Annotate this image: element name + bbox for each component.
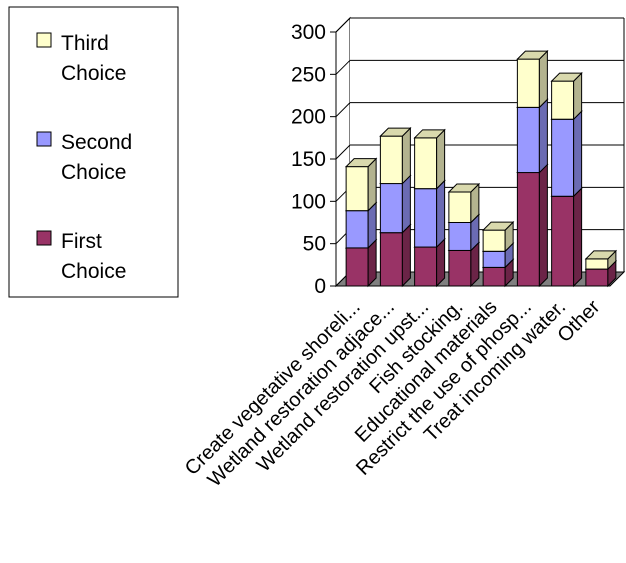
bar-front [586,259,608,269]
bar-side [539,165,547,286]
bar-side [539,51,547,107]
legend-swatch [37,33,51,47]
bar-third-choice [346,159,376,211]
bar-side [437,130,445,189]
legend-label: Third [61,32,109,55]
legend-label: Choice [61,161,126,184]
bar-front [415,247,437,286]
bar-side [402,128,410,183]
legend-label: Choice [61,62,126,85]
bar-front [552,81,574,119]
legend-label: First [61,230,102,253]
bar-third-choice [483,222,513,251]
bar-second-choice [380,176,410,233]
y-axis: 0 50 100 150 200 250 300 [291,21,336,298]
bar-first-choice [517,165,547,286]
y-tick-label: 250 [291,63,326,86]
bar-third-choice [415,130,445,189]
bar-first-choice [552,188,582,286]
bar-second-choice [415,181,445,247]
bar-front [586,269,608,286]
y-tick-label: 0 [314,275,326,298]
bar-front [483,230,505,251]
bar-front [517,59,539,107]
bar-front [346,248,368,286]
y-tick-label: 200 [291,106,326,129]
bar-side [402,176,410,233]
bar-front [415,138,437,189]
bar-side [539,99,547,172]
y-tick-label: 100 [291,190,326,213]
bar-front [517,173,539,286]
bar-front [552,119,574,196]
legend-label: Choice [61,260,126,283]
bar-side [368,159,376,211]
bar-third-choice [380,128,410,183]
bar-third-choice [552,73,582,119]
bar-front [346,211,368,248]
legend: Third Choice Second Choice First Choice [9,7,178,297]
y-tick-label: 50 [303,233,326,256]
legend-swatch [37,231,51,245]
bar-second-choice [517,99,547,172]
bar-front [380,233,402,286]
x-axis-labels: Create vegetative shoreli...Wetland rest… [181,296,605,492]
bar-third-choice [517,51,547,107]
y-tick-label: 150 [291,148,326,171]
bar-front [449,223,471,251]
bar-front [415,189,437,247]
bar-front [517,107,539,172]
bar-front [380,184,402,233]
bar-side [574,188,582,286]
bar-front [346,167,368,211]
bar-side [574,111,582,196]
bar-second-choice [552,111,582,196]
bar-side [402,225,410,286]
bar-front [449,192,471,222]
y-tick-label: 300 [291,21,326,44]
bar-first-choice [380,225,410,286]
bar-front [483,267,505,286]
legend-swatch [37,132,51,146]
bar-front [449,250,471,286]
legend-label: Second [61,131,132,154]
bar-front [380,136,402,183]
bar-front [483,251,505,267]
bar-third-choice [449,184,479,222]
bar-front [552,196,574,286]
bar-side [437,181,445,247]
